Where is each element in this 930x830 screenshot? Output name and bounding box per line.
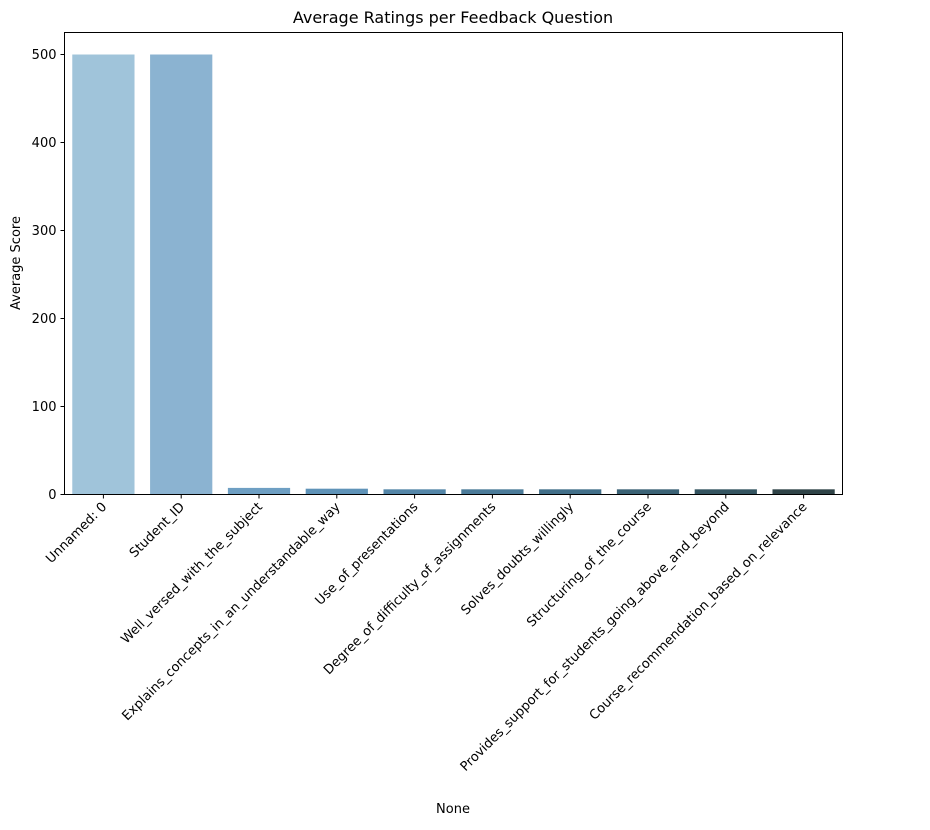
x-tick-label-5: Degree_of_difficulty_of_assignments [321,500,499,678]
bar-4 [383,489,446,495]
y-tick-label-0: 0 [48,488,56,503]
y-tick-label-4: 400 [32,136,57,151]
x-axis-label: None [436,802,470,817]
bar-1 [150,54,213,495]
y-axis: 0 100 200 300 400 500 [32,48,65,503]
y-axis-label: Average Score [9,216,24,310]
x-tick-label-8: Provides_support_for_students_going_abov… [458,500,733,775]
plot-frame [64,32,843,495]
bar-6 [539,489,602,495]
bar-2 [227,487,291,495]
bar-9 [772,489,835,495]
x-tick-label-7: Structuring_of_the_course [524,500,655,631]
x-tick-label-1: Student_ID [127,500,188,561]
bars-group [72,54,835,495]
bar-3 [305,488,368,495]
bar-5 [461,489,524,495]
x-tick-label-0: Unnamed: 0 [43,500,110,567]
bar-7 [616,489,680,495]
chart-title: Average Ratings per Feedback Question [293,8,613,27]
x-tick-label-2: Well_versed_with_the_subject [118,500,265,647]
y-tick-label-2: 200 [32,312,57,327]
bar-0 [72,54,135,495]
y-tick-label-5: 500 [32,48,57,63]
bar-8 [694,489,757,495]
y-tick-label-3: 300 [32,224,57,239]
x-axis: Unnamed: 0 Student_IDWell_versed_with_the… [43,494,810,775]
y-tick-label-1: 100 [32,400,57,415]
